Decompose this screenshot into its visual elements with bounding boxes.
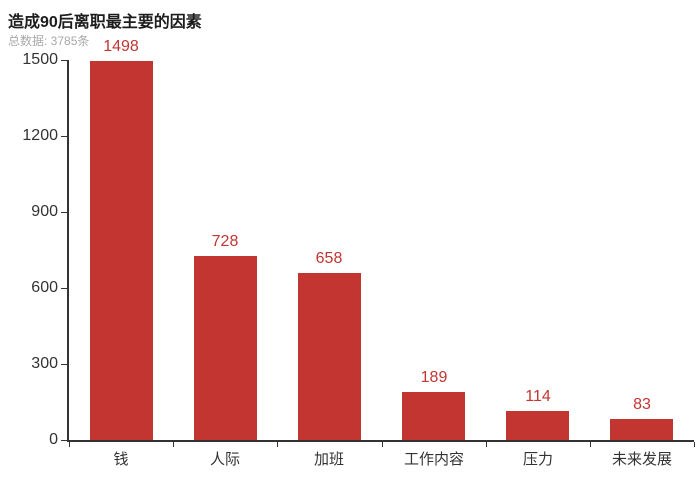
- bar[interactable]: [90, 61, 153, 440]
- bar-value-label: 83: [633, 396, 651, 413]
- chart-subtitle: 总数据: 3785条: [8, 34, 90, 48]
- chart-title: 造成90后离职最主要的因素: [8, 14, 202, 31]
- y-tick-label: 600: [31, 279, 58, 296]
- x-tick-mark: [486, 442, 487, 447]
- bar-value-label: 1498: [103, 38, 139, 55]
- y-tick-label: 1200: [22, 127, 58, 144]
- bar-value-label: 658: [315, 250, 343, 267]
- x-tick-mark: [173, 442, 174, 447]
- x-tick-mark: [69, 442, 70, 447]
- bar[interactable]: [610, 419, 673, 440]
- y-tick-mark: [61, 288, 67, 289]
- x-category-label: 加班: [313, 451, 344, 468]
- x-tick-mark: [694, 442, 695, 447]
- y-tick-mark: [61, 440, 67, 441]
- plot-area: [67, 60, 694, 442]
- x-tick-mark: [382, 442, 383, 447]
- y-tick-mark: [61, 364, 67, 365]
- bar-value-label: 114: [525, 388, 551, 405]
- x-tick-mark: [590, 442, 591, 447]
- bar-value-label: 189: [420, 369, 448, 386]
- y-tick-mark: [61, 136, 67, 137]
- y-tick-label: 900: [31, 203, 58, 220]
- x-category-label: 人际: [209, 451, 240, 468]
- x-category-label: 压力: [522, 451, 553, 468]
- y-tick-label: 0: [49, 431, 58, 448]
- y-tick-mark: [61, 60, 67, 61]
- bar-value-label: 728: [211, 233, 239, 250]
- y-tick-mark: [61, 212, 67, 213]
- bar[interactable]: [194, 256, 257, 440]
- x-category-label: 工作内容: [403, 451, 464, 468]
- bar[interactable]: [402, 392, 465, 440]
- x-category-label: 未来发展: [611, 451, 672, 468]
- x-tick-mark: [277, 442, 278, 447]
- y-tick-label: 300: [31, 355, 58, 372]
- x-category-label: 钱: [113, 451, 129, 468]
- y-tick-label: 1500: [22, 51, 58, 68]
- bar[interactable]: [506, 411, 569, 440]
- bar[interactable]: [298, 273, 361, 440]
